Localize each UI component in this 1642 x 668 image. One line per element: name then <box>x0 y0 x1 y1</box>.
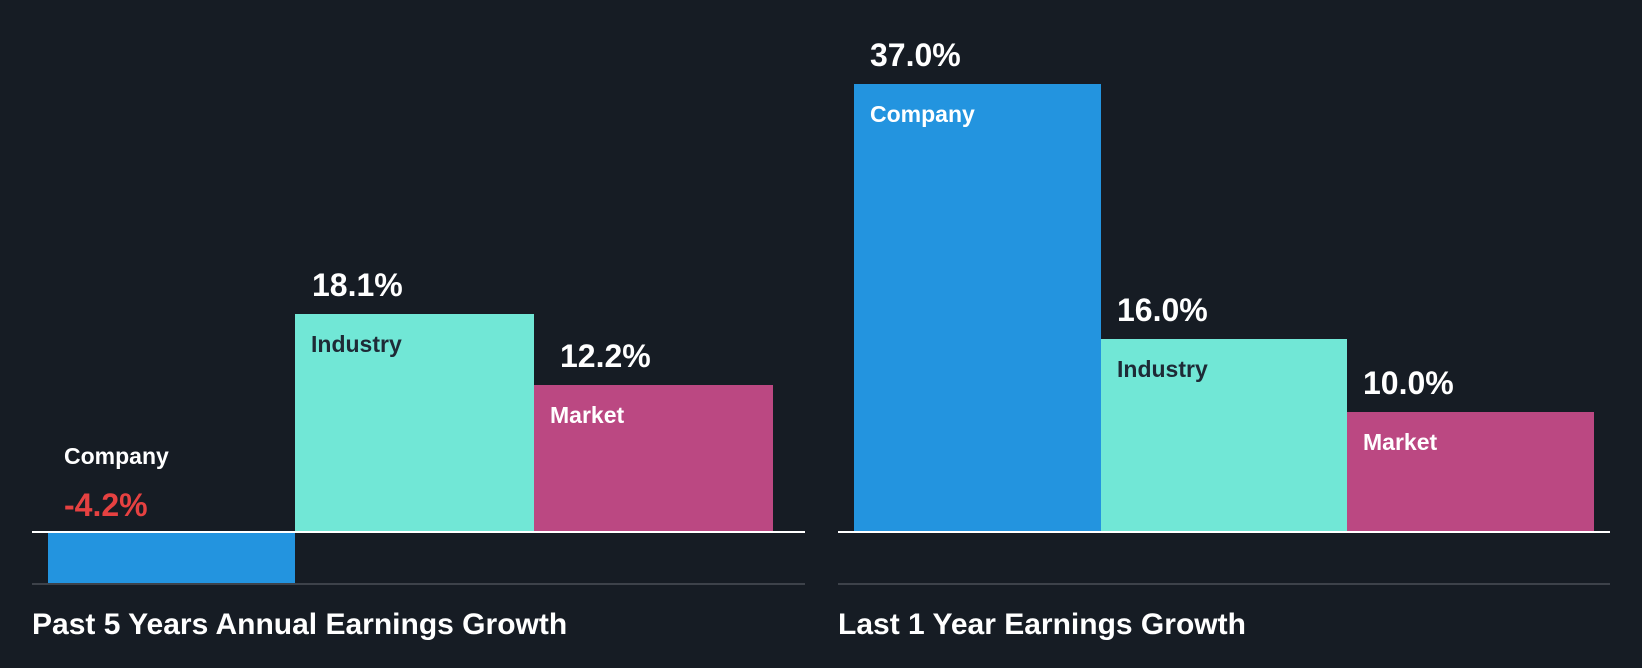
bar-label-market: Market <box>1363 429 1438 455</box>
bar-value-company: -4.2% <box>64 487 148 523</box>
chart-title: Last 1 Year Earnings Growth <box>838 608 1246 641</box>
bar-label-market: Market <box>550 402 625 428</box>
bar-company <box>854 84 1101 532</box>
bar-label-industry: Industry <box>311 331 402 357</box>
bar-label-company: Company <box>870 101 975 127</box>
bar-company <box>48 533 295 584</box>
bar-label-company: Company <box>64 443 169 469</box>
bar-industry <box>295 314 534 532</box>
axis-line <box>32 583 805 585</box>
bar-market <box>534 385 773 532</box>
bar-value-industry: 16.0% <box>1117 292 1208 328</box>
bar-value-industry: 18.1% <box>312 267 403 303</box>
chart-title: Past 5 Years Annual Earnings Growth <box>32 608 568 641</box>
bar-label-industry: Industry <box>1117 356 1208 382</box>
zero-baseline <box>32 531 805 533</box>
bar-industry <box>1101 339 1347 532</box>
axis-line <box>838 583 1610 585</box>
bar-value-company: 37.0% <box>870 37 961 73</box>
bar-market <box>1347 412 1594 532</box>
bar-value-market: 10.0% <box>1363 365 1454 401</box>
bar-value-market: 12.2% <box>560 338 651 374</box>
chart-past-5-years: Company -4.2% Industry 18.1% Market 12.2… <box>0 0 820 668</box>
zero-baseline <box>838 531 1610 533</box>
